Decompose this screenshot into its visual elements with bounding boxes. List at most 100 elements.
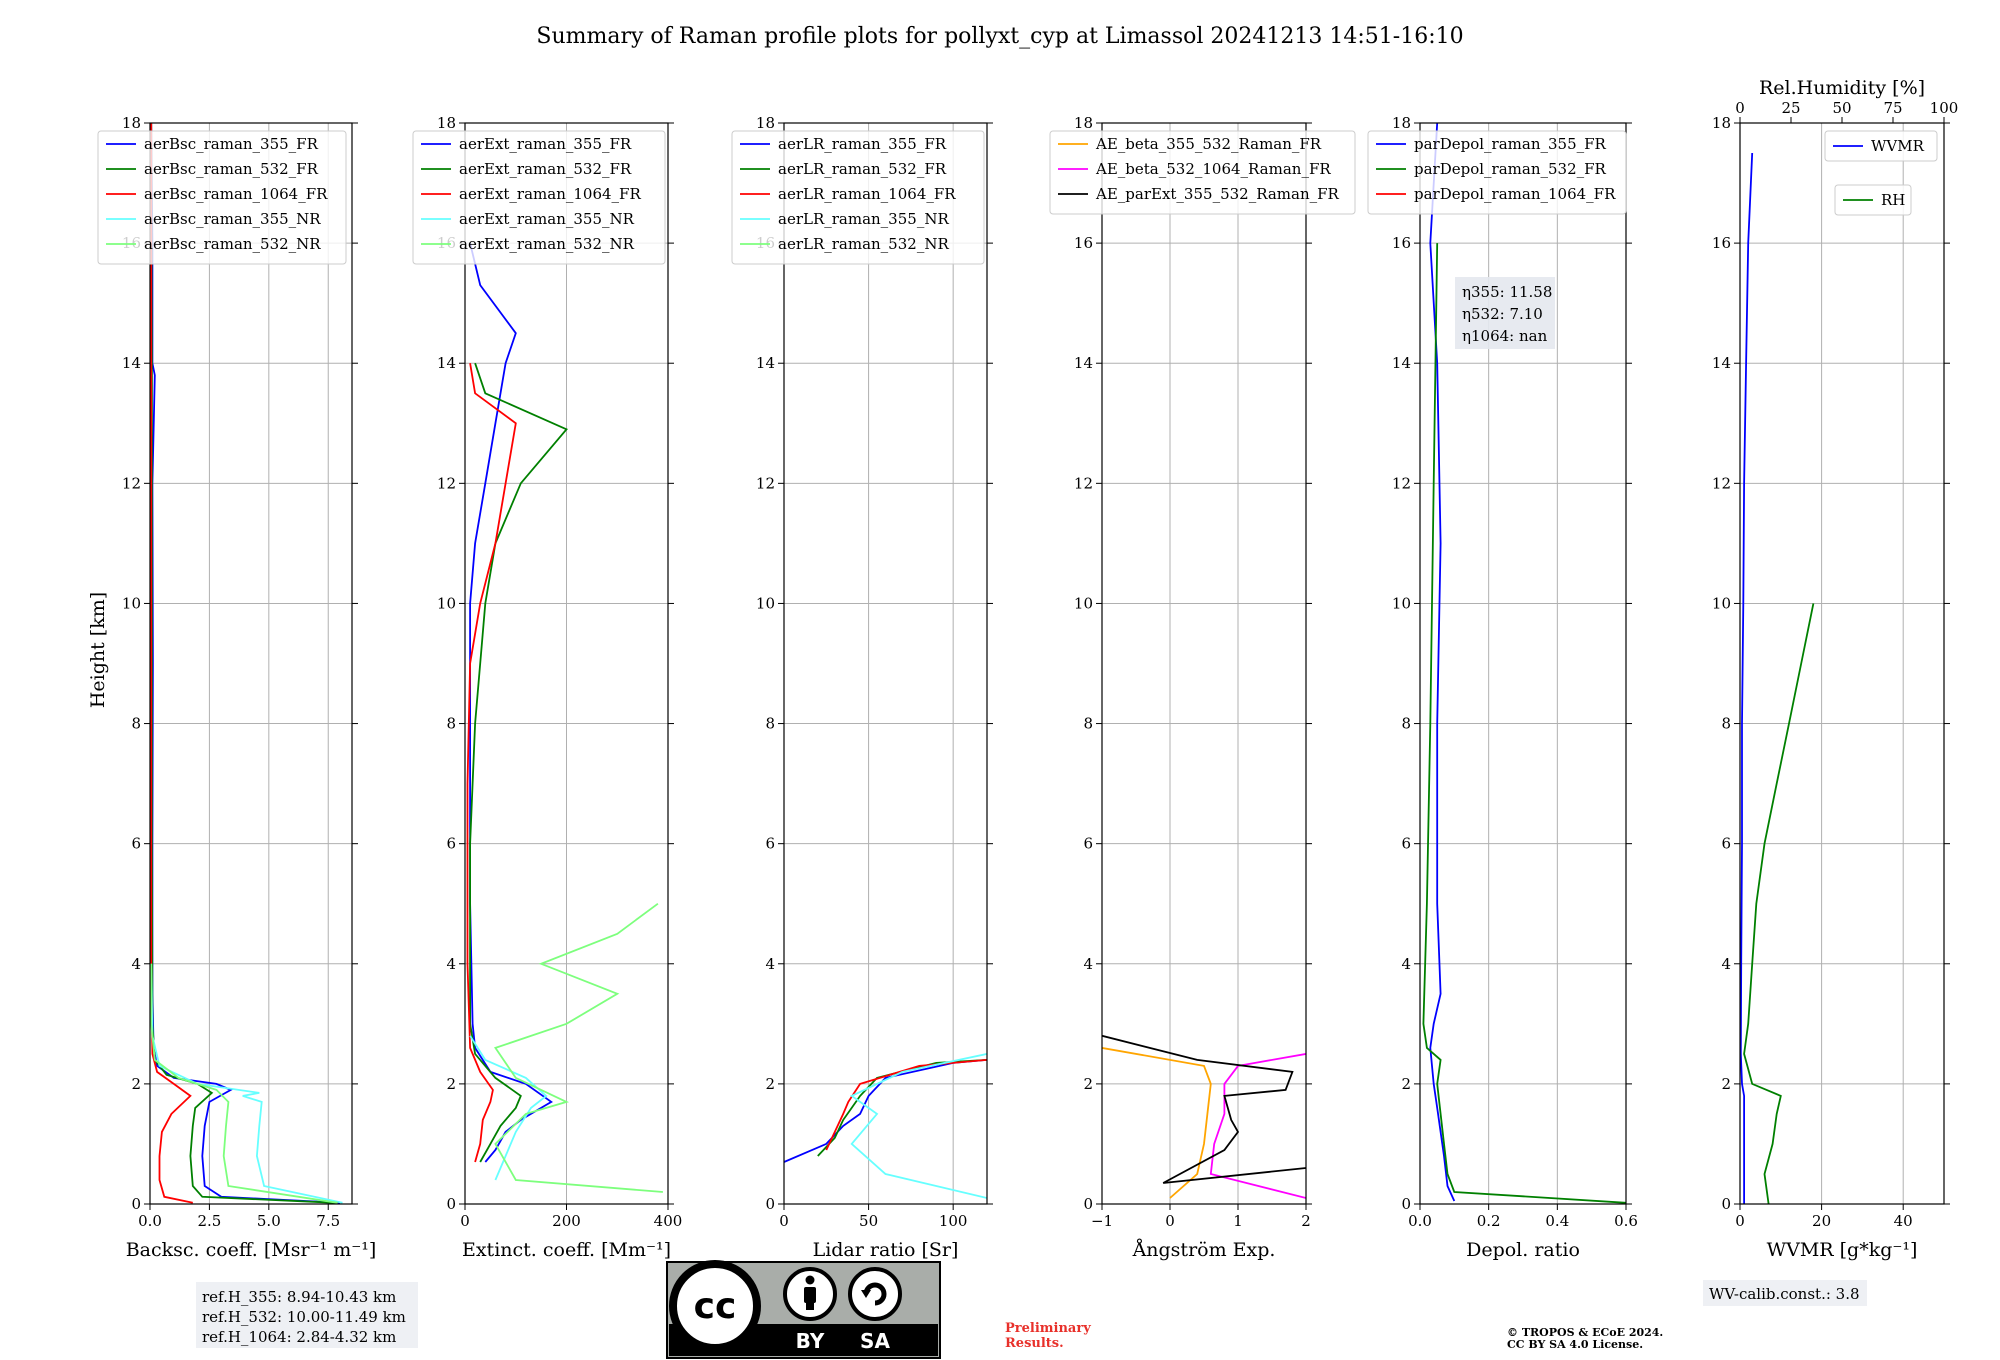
legend-box <box>1824 130 1938 162</box>
legend-entry: aerLR_raman_355_FR <box>778 135 947 153</box>
y-tick-label: 2 <box>1083 1075 1093 1093</box>
y-tick-label: 10 <box>1074 594 1093 612</box>
y-tick-label: 6 <box>1083 835 1093 853</box>
wv-calib-box: WV-calib.const.: 3.8 <box>1703 1280 1867 1306</box>
preliminary-line-2: Results. <box>1005 1336 1064 1351</box>
series-line-aerBsc_raman_355_FR <box>150 123 341 1204</box>
y-tick-label: 2 <box>765 1075 775 1093</box>
x-tick-label: 0.2 <box>1477 1212 1501 1230</box>
y-tick-label: 4 <box>131 955 141 973</box>
ref-height-bg <box>196 1282 418 1348</box>
y-tick-label: 0 <box>1721 1195 1731 1213</box>
y-tick-label: 10 <box>122 594 141 612</box>
panel-ext: 0246810121416180200400Extinct. coeff. [M… <box>412 114 683 1261</box>
series-line-aerBsc_raman_1064_FR <box>150 123 193 1204</box>
series-group <box>784 1053 987 1199</box>
series-line-AE_parExt_355_532_Raman_FR <box>1102 1034 1306 1184</box>
legend-box <box>1367 130 1627 215</box>
cc-by-label: BY <box>796 1329 825 1353</box>
legend-entry: AE_parExt_355_532_Raman_FR <box>1095 185 1340 203</box>
y-tick-label: 12 <box>756 474 775 492</box>
cc-license-badge: cc BY SA <box>666 1260 941 1359</box>
y-tick-label: 8 <box>1401 715 1411 733</box>
y-tick-label: 8 <box>1721 715 1731 733</box>
y-tick-label: 2 <box>1721 1075 1731 1093</box>
legend-box <box>731 130 985 265</box>
legend-entry: AE_beta_532_1064_Raman_FR <box>1095 160 1331 178</box>
legend-entry: AE_beta_355_532_Raman_FR <box>1095 135 1322 153</box>
y-tick-label: 10 <box>756 594 775 612</box>
x-axis-label: Depol. ratio <box>1466 1239 1580 1261</box>
y-tick-label: 18 <box>1074 114 1093 132</box>
series-line-aerBsc_raman_532_FR <box>150 123 336 1204</box>
y-tick-label: 0 <box>765 1195 775 1213</box>
ref-height-box: ref.H_355: 8.94-10.43 km ref.H_532: 10.0… <box>196 1282 418 1348</box>
legend-entry: aerBsc_raman_355_NR <box>144 210 321 228</box>
x-tick-label: 0.6 <box>1614 1212 1638 1230</box>
series-group <box>1740 152 1815 1204</box>
legend-entry: aerExt_raman_532_NR <box>459 235 635 253</box>
copyright-line-2: CC BY SA 4.0 License. <box>1507 1338 1643 1351</box>
legend-entry: aerExt_raman_355_NR <box>459 210 635 228</box>
ref-h-532: ref.H_532: 10.00-11.49 km <box>202 1308 406 1326</box>
series-group <box>466 242 663 1193</box>
legend-entry: aerLR_raman_532_NR <box>778 235 949 253</box>
y-tick-label: 8 <box>1083 715 1093 733</box>
wv-calib-bg <box>1703 1280 1867 1306</box>
series-line-aerBsc_raman_355_NR <box>150 963 343 1204</box>
y-tick-label: 12 <box>122 474 141 492</box>
x-tick-label: 0 <box>460 1212 470 1230</box>
top-x-tick-label: 25 <box>1781 99 1800 117</box>
x-tick-label: 0 <box>779 1212 789 1230</box>
x-tick-label: 7.5 <box>316 1212 340 1230</box>
x-tick-label: 0 <box>1165 1212 1175 1230</box>
y-tick-label: 8 <box>765 715 775 733</box>
y-tick-label: 2 <box>1401 1075 1411 1093</box>
figure-title: Summary of Raman profile plots for polly… <box>536 24 1463 49</box>
svg-text:cc: cc <box>694 1286 737 1327</box>
legend-entry: aerExt_raman_355_FR <box>459 135 632 153</box>
y-tick-label: 2 <box>446 1075 456 1093</box>
y-tick-label: 6 <box>765 835 775 853</box>
x-axis-label: Backsc. coeff. [Msr⁻¹ m⁻¹] <box>126 1239 377 1261</box>
panel-depol: 0 2 4 6 8 10 12 14 16 18 0.0 0.2 0.4 0.6 Depol. ratio p… <box>1367 114 1638 1261</box>
y-tick-label: 12 <box>437 474 456 492</box>
series-line-parDepol_raman_532_FR <box>1422 243 1626 1204</box>
cc-icon <box>669 1260 761 1352</box>
ref-h-355: ref.H_355: 8.94-10.43 km <box>202 1288 396 1306</box>
top-x-tick-label: 75 <box>1883 99 1902 117</box>
y-tick-label: 0 <box>131 1195 141 1213</box>
copyright-line-1: © TROPOS & ECoE 2024. <box>1507 1326 1663 1339</box>
legend-box <box>1049 130 1356 215</box>
axes-frame <box>783 122 988 1205</box>
series-line-aerExt_raman_532_FR <box>469 362 568 1163</box>
axes-frame <box>1101 122 1307 1205</box>
y-tick-label: 18 <box>1392 114 1411 132</box>
series-group <box>150 123 343 1204</box>
x-tick-label: 400 <box>654 1212 683 1230</box>
top-x-tick-label: 50 <box>1832 99 1851 117</box>
y-tick-label: 14 <box>1712 354 1731 372</box>
y-tick-label: 0 <box>1401 1195 1411 1213</box>
x-tick-label: 5.0 <box>257 1212 281 1230</box>
x-tick-label: 2.5 <box>197 1212 221 1230</box>
x-tick-label: 100 <box>939 1212 968 1230</box>
x-tick-label: 0.4 <box>1545 1212 1569 1230</box>
y-tick-label: 4 <box>1083 955 1093 973</box>
y-axis-label: Height [km] <box>87 592 109 708</box>
y-tick-label: 4 <box>765 955 775 973</box>
y-tick-label: 10 <box>1712 594 1731 612</box>
y-tick-label: 14 <box>1392 354 1411 372</box>
x-tick-label: 0 <box>1735 1212 1745 1230</box>
eta-box <box>1455 277 1555 349</box>
legend-entry: parDepol_raman_1064_FR <box>1414 185 1616 203</box>
series-line-aerExt_raman_355_FR <box>469 242 553 1163</box>
axes-frame <box>1739 122 1945 1205</box>
y-tick-label: 14 <box>122 354 141 372</box>
y-tick-label: 12 <box>1392 474 1411 492</box>
x-tick-label: 50 <box>859 1212 878 1230</box>
x-tick-label: 40 <box>1894 1212 1913 1230</box>
legend-entry: parDepol_raman_532_FR <box>1414 160 1607 178</box>
